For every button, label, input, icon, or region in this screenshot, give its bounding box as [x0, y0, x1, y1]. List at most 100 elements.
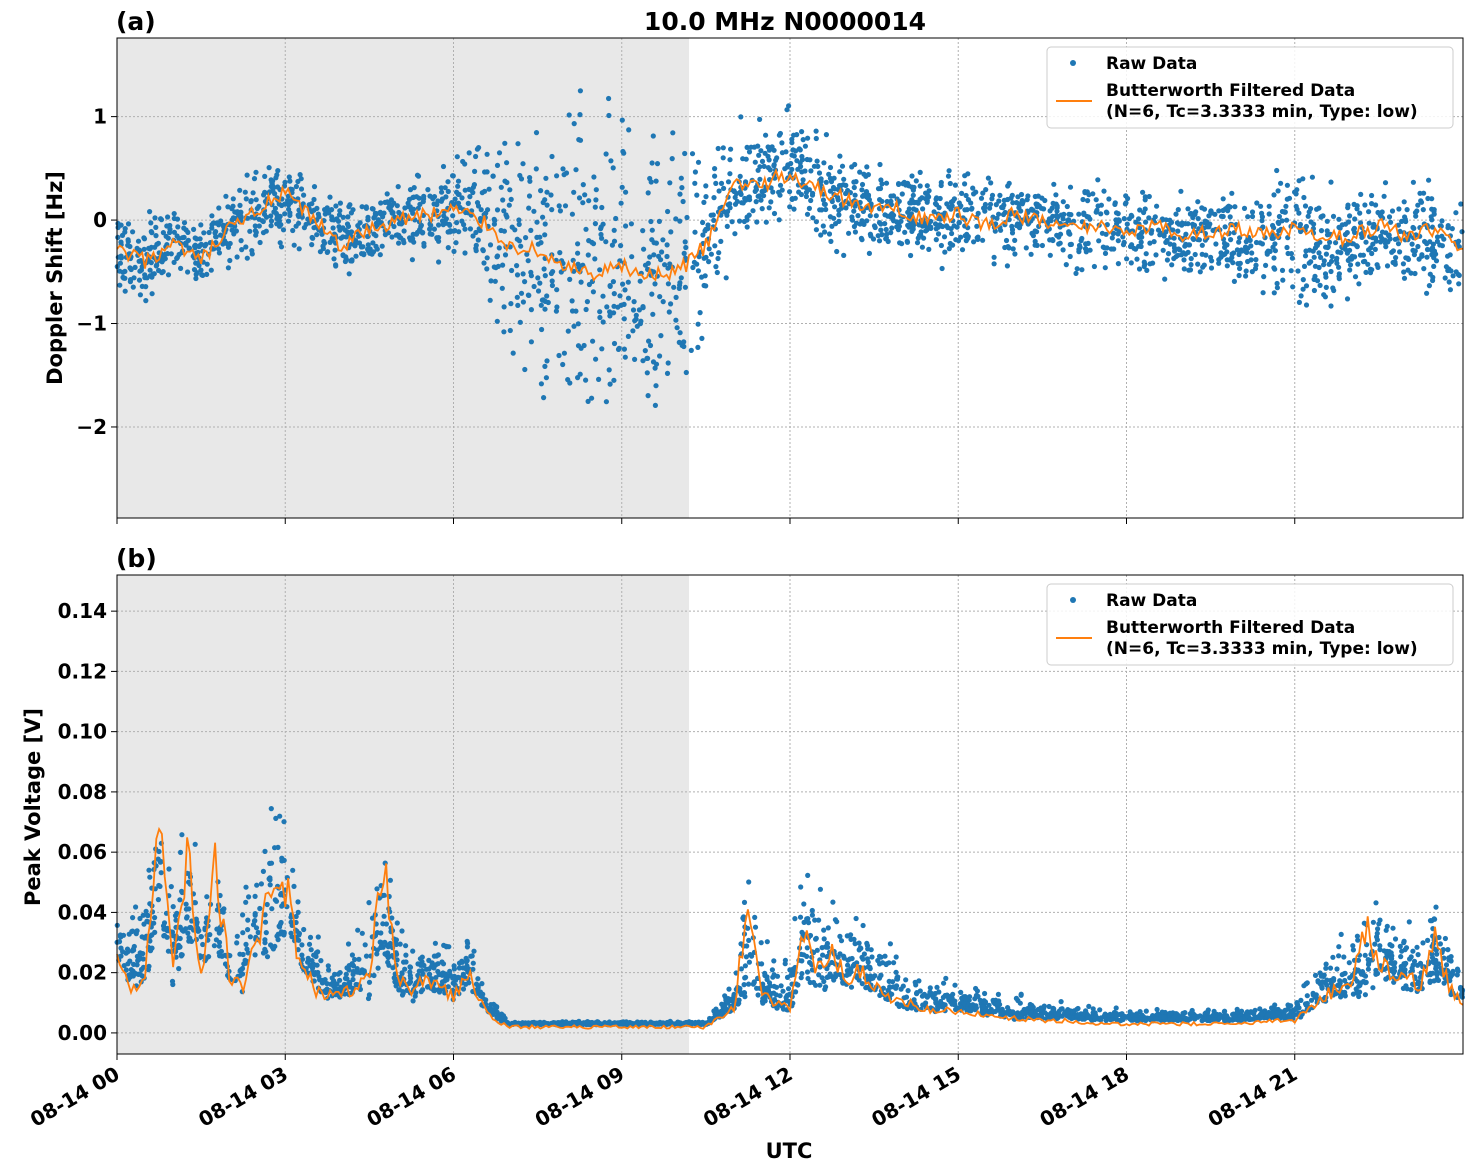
raw-point: [665, 265, 671, 271]
legend-filtered-params-a: (N=6, Tc=3.3333 min, Type: low): [1106, 102, 1418, 122]
raw-point: [289, 934, 295, 940]
raw-point: [949, 203, 955, 209]
raw-point: [1078, 238, 1084, 244]
raw-point: [642, 348, 648, 354]
raw-point: [366, 979, 373, 985]
raw-point: [1209, 210, 1215, 216]
raw-point: [1104, 210, 1110, 216]
raw-point: [741, 982, 747, 988]
raw-point: [562, 203, 569, 209]
raw-point: [636, 307, 643, 313]
raw-point: [715, 145, 721, 152]
raw-point: [1201, 206, 1208, 212]
raw-point: [244, 255, 250, 261]
raw-point: [617, 293, 623, 299]
raw-point: [746, 981, 752, 987]
raw-point: [910, 192, 916, 198]
raw-point: [1025, 221, 1031, 227]
raw-point: [308, 947, 314, 953]
raw-point: [708, 212, 714, 218]
raw-point: [1068, 212, 1074, 218]
raw-point: [1160, 247, 1166, 253]
raw-point: [950, 991, 956, 997]
raw-point: [648, 218, 654, 225]
raw-point: [1446, 279, 1452, 285]
raw-point: [501, 228, 507, 234]
raw-point: [1396, 206, 1402, 212]
raw-point: [507, 327, 513, 334]
raw-point: [1241, 205, 1248, 211]
raw-point: [609, 242, 616, 248]
raw-point: [933, 237, 939, 243]
raw-point: [225, 204, 231, 210]
raw-point: [889, 225, 895, 231]
raw-point: [703, 254, 709, 260]
raw-point: [799, 929, 805, 935]
raw-point: [204, 271, 210, 277]
raw-point: [1350, 943, 1356, 949]
raw-point: [315, 211, 321, 217]
raw-point: [1279, 208, 1285, 215]
raw-point: [696, 254, 702, 260]
raw-point: [1298, 293, 1304, 299]
raw-point: [1229, 255, 1235, 261]
raw-point: [539, 326, 545, 333]
raw-point: [1248, 257, 1254, 263]
raw-point: [755, 992, 761, 998]
raw-point: [1155, 227, 1162, 233]
raw-point: [658, 257, 664, 263]
raw-point: [346, 204, 352, 210]
raw-point: [756, 152, 762, 158]
raw-point: [980, 190, 986, 196]
raw-point: [859, 181, 866, 188]
raw-point: [757, 116, 763, 122]
raw-point: [1454, 966, 1461, 972]
raw-point: [342, 258, 348, 265]
raw-point: [878, 972, 884, 978]
raw-point: [1181, 266, 1187, 272]
raw-point: [836, 212, 842, 218]
raw-point: [1139, 1012, 1145, 1019]
raw-point: [711, 217, 717, 223]
raw-point: [848, 984, 855, 990]
raw-point: [362, 942, 368, 948]
raw-point: [705, 226, 711, 232]
raw-point: [256, 203, 262, 209]
raw-point: [894, 219, 900, 225]
raw-point: [607, 309, 613, 315]
raw-point: [1367, 266, 1373, 272]
raw-point: [603, 399, 610, 405]
raw-point: [130, 915, 136, 921]
raw-point: [538, 188, 544, 194]
raw-point: [450, 213, 456, 219]
raw-point: [782, 961, 788, 967]
raw-point: [813, 935, 819, 942]
raw-point: [983, 187, 989, 193]
raw-point: [179, 888, 185, 894]
raw-point: [1415, 243, 1421, 250]
raw-point: [520, 299, 527, 305]
raw-point: [959, 247, 966, 253]
raw-point: [797, 914, 804, 920]
raw-point: [965, 197, 972, 203]
raw-point: [1141, 259, 1147, 265]
raw-point: [451, 966, 457, 972]
raw-point: [701, 199, 707, 205]
raw-point: [378, 200, 384, 206]
raw-point: [712, 166, 718, 172]
raw-point: [782, 166, 788, 172]
raw-point: [890, 193, 897, 199]
raw-point: [257, 905, 263, 912]
raw-point: [408, 237, 414, 243]
chart-title: 10.0 MHz N0000014: [644, 7, 926, 36]
raw-point: [471, 182, 477, 188]
raw-point: [931, 209, 937, 215]
raw-point: [700, 219, 706, 226]
raw-point: [272, 191, 278, 197]
raw-point: [208, 267, 214, 273]
raw-point: [1404, 207, 1410, 213]
raw-point: [789, 140, 795, 146]
raw-point: [816, 972, 822, 978]
raw-point: [941, 234, 948, 240]
raw-point: [484, 151, 490, 157]
